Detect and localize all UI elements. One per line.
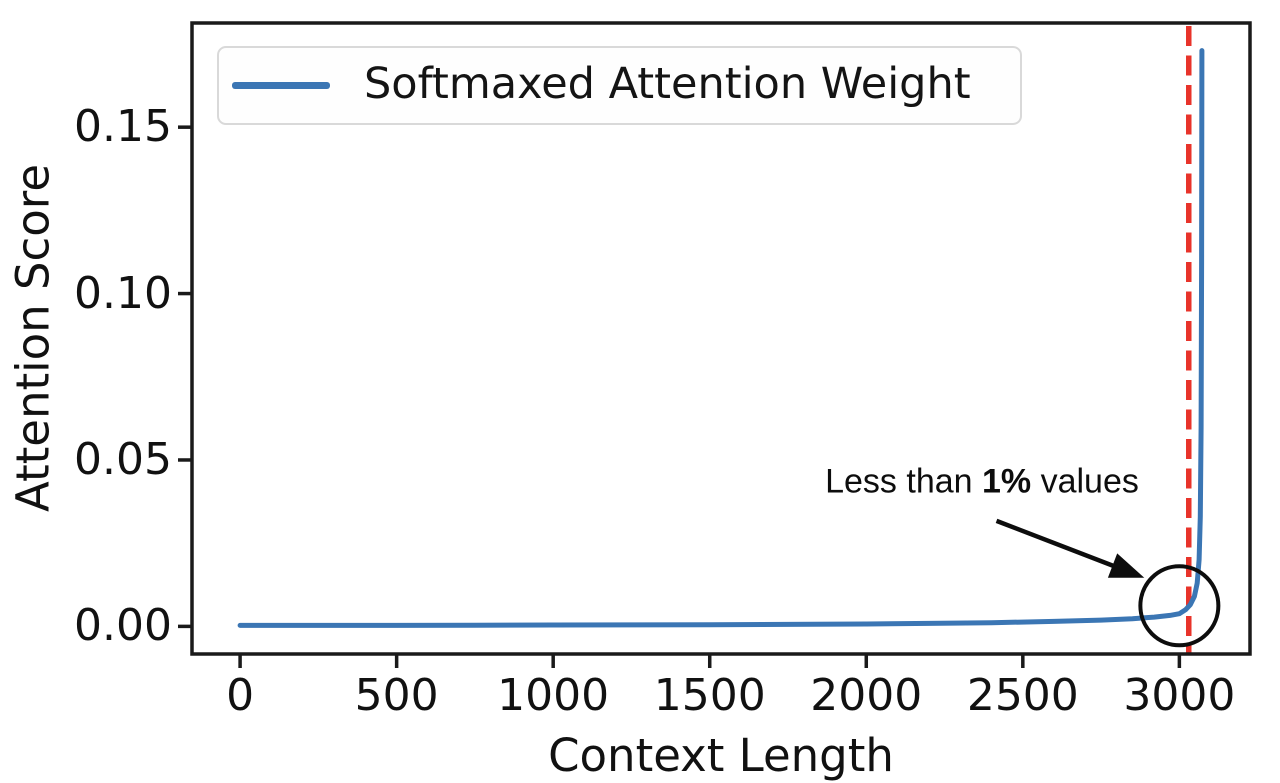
x-tick-label: 0	[226, 670, 255, 721]
x-tick-label: 1000	[497, 670, 610, 721]
y-tick-label: 0.10	[74, 267, 172, 319]
plot-spines	[190, 21, 1252, 656]
y-tick-label: 0.05	[74, 433, 172, 485]
x-axis-label: Context Length	[548, 729, 894, 782]
legend-label: Softmaxed Attention Weight	[364, 58, 971, 109]
plot-area	[178, 21, 1252, 668]
legend: Softmaxed Attention Weight	[217, 46, 1022, 125]
x-tick-label: 2500	[966, 670, 1079, 721]
series-line	[237, 48, 1205, 628]
y-tick-label: 0.15	[74, 101, 172, 153]
x-tick-label: 2000	[810, 670, 923, 721]
annotation-text-post: values	[1031, 462, 1139, 501]
x-tick-label: 500	[354, 670, 439, 721]
x-tick-label: 3000	[1123, 670, 1236, 721]
x-tick-label: 1500	[653, 670, 766, 721]
annotation-text-pre: Less than	[825, 462, 983, 501]
legend-line-sample-icon	[232, 82, 330, 89]
annotation-arrow-head-icon	[1107, 553, 1145, 578]
annotation-text-bold: 1%	[982, 462, 1032, 501]
annotation-arrow-line	[995, 518, 1123, 572]
y-tick-label: 0.00	[74, 600, 172, 652]
y-axis-label: Attention Score	[6, 163, 60, 513]
annotation-circle	[1138, 564, 1221, 648]
annotation-text: Less than 1% values	[825, 463, 1139, 502]
